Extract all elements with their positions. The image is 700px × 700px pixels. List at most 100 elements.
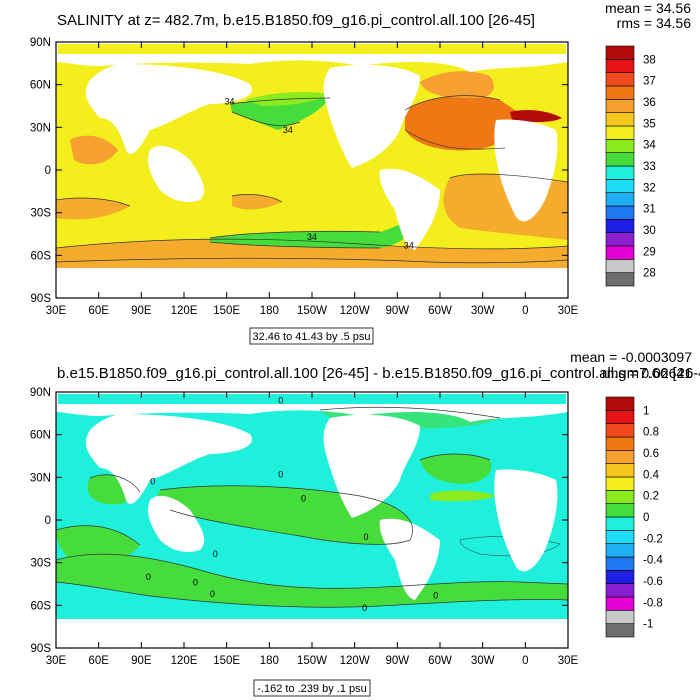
panel-1-colorbar-swatch (605, 245, 635, 260)
panel-2-north-atlantic-green (420, 454, 492, 484)
panel-2-x-axis: 30E 60E 90E 120E 150E 180 150W 120W 90W 60W 30W 0 30… (46, 392, 579, 667)
panel-1-colorbar-swatch (605, 232, 635, 247)
panel-2-y-tick-label: 60N (30, 430, 51, 442)
panel-1-south-america (379, 168, 440, 250)
panel-2-colorbar: 1 0.8 0.6 0.4 0.2 0 -0.2 -0.4 -0.6 -0.8 -1 (605, 396, 663, 638)
panel-2-colorbar-swatch (605, 410, 635, 424)
panel-2-contour-label: 0 (146, 572, 151, 582)
panel-2-colorbar-swatch (605, 503, 635, 518)
panel-1-asia (85, 64, 252, 154)
panel-1-colorbar-label: 29 (643, 246, 656, 258)
panel-1-y-tick-label: 60S (31, 250, 52, 262)
panel-1-x-tick-label: 60E (88, 305, 109, 317)
panel-2-x-tick-label: 60W (428, 655, 452, 667)
panel-1-y-tick-label: 90S (31, 293, 52, 305)
panel-1-x-tick-label: 90W (386, 305, 410, 317)
panel-2-asia (85, 414, 252, 504)
panel-1-contour-label: 34 (283, 125, 293, 135)
panel-1-colorbar-swatch (605, 139, 635, 153)
panel-1-colorbar-swatch (605, 179, 635, 193)
panel-2-arctic-field (58, 394, 566, 404)
panel-1-colorbar-label: 31 (643, 204, 656, 216)
panel-1-y-tick-label: 90N (30, 37, 51, 49)
panel-2-south-america (379, 518, 440, 600)
panel-2-x-tick-label: 30E (46, 655, 67, 667)
panel-1-colorbar-swatch (605, 125, 635, 140)
panel-1-mean: mean = 34.56 (605, 0, 691, 16)
panel-2-mean: mean = -0.0003097 (570, 349, 692, 365)
panel-2-colorbar-swatch (605, 463, 635, 478)
panel-1-arabian-sea (70, 135, 118, 165)
panel-2-colorbar-label: 0.8 (643, 427, 659, 439)
panel-1-y-tick-label: 0 (45, 165, 51, 177)
panel-2: mean = -0.0003097 b.e15.B1850.f09_g16.pi… (30, 349, 700, 697)
panel-1-x-tick-label: 90E (131, 305, 152, 317)
panel-1-colorbar-swatch (605, 85, 635, 100)
panel-1-colorbar-swatch (605, 99, 635, 113)
panel-2-x-tick-label: 120W (340, 655, 370, 667)
panel-2-colorbar-swatch (605, 543, 635, 558)
panel-2-colorbar-swatch (605, 476, 635, 491)
panel-2-x-tick-label: 180 (260, 655, 279, 667)
panel-2-contour-label: 0 (210, 589, 215, 599)
panel-1-south-indian (56, 198, 130, 220)
panel-1-north-pacific-green (230, 98, 330, 130)
panel-1-arctic-field (58, 44, 566, 54)
panel-1-colorbar-swatch (605, 72, 635, 87)
panel-2-title: b.e15.B1850.f09_g16.pi_control.all.100 [… (57, 365, 700, 382)
panel-1-y-axis: 90N 60N 30N 0 30S 60S 90S (30, 37, 568, 305)
panel-2-contour-label: 0 (213, 549, 218, 559)
panel-2-y-tick-label: 90N (30, 387, 51, 399)
panel-1-colorbar-swatch (605, 45, 635, 60)
panel-1-x-tick-label: 30E (558, 305, 579, 317)
panel-2-contour-label: 0 (364, 532, 369, 542)
panel-2-x-tick-label: 60E (88, 655, 109, 667)
panel-1-colorbar: 38 37 36 35 34 33 32 31 30 29 28 (605, 45, 656, 287)
panel-2-gulf-stream (430, 490, 496, 502)
panel-1-colorbar-swatch (605, 259, 635, 273)
panel-1-x-axis: 30E 60E 90E 120E 150E 180 150W 120W 90W 60W 30W 0 30… (46, 42, 579, 317)
panel-2-y-tick-label: 30S (31, 558, 52, 570)
panel-1-north-land (56, 57, 568, 72)
panel-2-x-tick-label: 120E (171, 655, 198, 667)
panel-2-x-tick-label: 150W (297, 655, 327, 667)
panel-2-contour-label: 0 (278, 469, 283, 479)
panel-2-colorbar-label: 0.6 (643, 448, 659, 460)
panel-2-colorbar-swatch (605, 610, 635, 624)
panel-2-x-tick-label: 30E (558, 655, 579, 667)
panel-2-x-tick-label: 150E (213, 655, 240, 667)
panel-2-x-tick-label: 30W (471, 655, 495, 667)
panel-1-contour-label: 34 (225, 97, 235, 107)
panel-2-southern-green (56, 554, 568, 608)
panel-1-rms: rms = 34.56 (617, 15, 692, 31)
panel-2-colorbar-swatch (605, 596, 635, 611)
panel-2-y-tick-label: 60S (31, 600, 52, 612)
panel-1-title: SALINITY at z= 482.7m, b.e15.B1850.f09_g… (57, 12, 535, 29)
panel-1-colorbar-label: 33 (643, 161, 656, 173)
panel-1-south-pacific (232, 194, 282, 210)
panel-2-colorbar-swatch (605, 516, 635, 531)
panel-1-y-tick-label: 60N (30, 80, 51, 92)
panel-2-colorbar-swatch (605, 583, 635, 598)
panel-1-southern-green (210, 220, 412, 248)
panel-1-mediterranean (510, 110, 562, 122)
panel-2-africa (494, 469, 558, 572)
panel-2-north-land (56, 407, 568, 422)
panel-2-colorbar-swatch (605, 490, 635, 504)
panel-1-info-box (249, 327, 374, 345)
panel-2-colorbar-swatch (605, 450, 635, 464)
panel-1: SALINITY at z= 482.7m, b.e15.B1850.f09_g… (30, 0, 692, 345)
panel-2-info-text: -.162 to .239 by .1 psu (257, 683, 366, 695)
panel-2-contour-label: 0 (362, 603, 367, 613)
panel-2-colorbar-label: 1 (643, 405, 649, 417)
panel-2-colorbar-swatch (605, 423, 635, 438)
panel-1-north-america (323, 64, 420, 168)
panel-2-y-axis: 90N 60N 30N 0 30S 60S 90S (30, 387, 568, 655)
panel-1-colorbar-label: 38 (643, 54, 656, 66)
panel-2-colorbar-label: 0 (643, 512, 649, 524)
panel-1-x-tick-label: 180 (260, 305, 279, 317)
panel-1-colorbar-swatch (605, 152, 635, 167)
panel-2-north-america (323, 414, 420, 518)
panel-1-info-text: 32.46 to 41.43 by .5 psu (252, 331, 370, 343)
